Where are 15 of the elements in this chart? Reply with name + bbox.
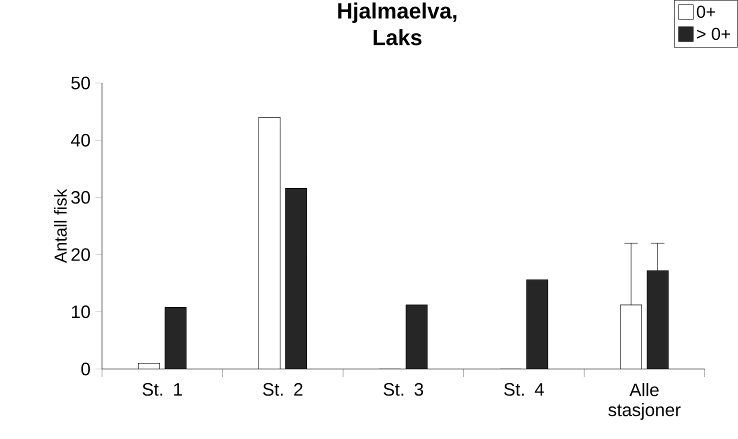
x-tick-label: St. 4 — [504, 383, 544, 396]
y-axis-title: Antall fisk — [54, 188, 67, 264]
y-tick-label: 30 — [71, 191, 90, 204]
x-tick-label: St. 2 — [263, 383, 302, 396]
x-tick-label: St. 1 — [142, 383, 182, 396]
legend-label: > 0+ — [697, 28, 730, 40]
y-tick-label: 10 — [72, 305, 90, 318]
y-tick-label: 20 — [72, 248, 90, 261]
chart-title: Hjalmaelva, Laks — [338, 2, 456, 46]
x-tick-label: St. 3 — [384, 383, 424, 396]
legend-label: 0+ — [696, 6, 716, 18]
y-tick-label: 50 — [71, 76, 90, 90]
y-tick-label: 0 — [81, 362, 90, 376]
y-tick-label: 40 — [71, 134, 90, 147]
x-tick-label: Alle stasjoner — [608, 383, 681, 420]
